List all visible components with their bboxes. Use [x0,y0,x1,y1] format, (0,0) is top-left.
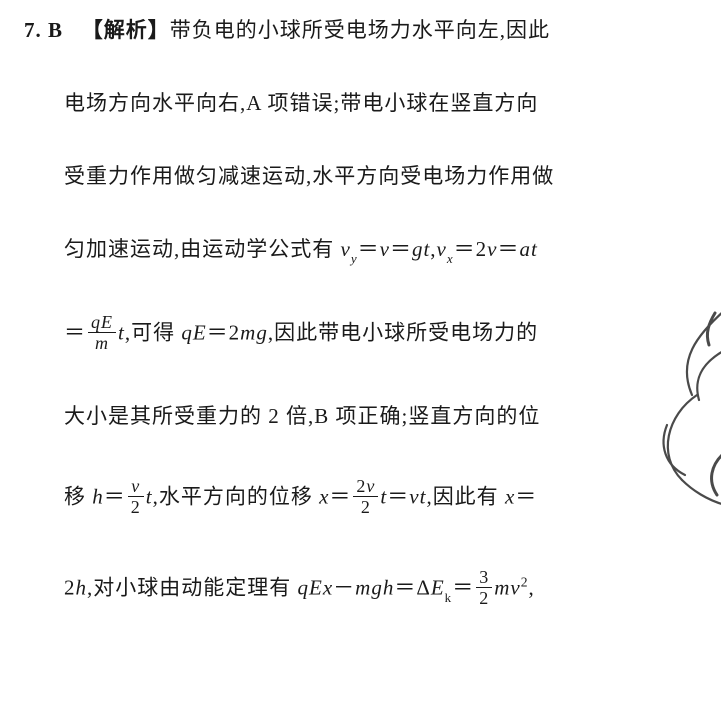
eq: ＝ [515,485,537,509]
frac-num: qE [88,313,116,333]
fraction-2v-over-2: 2v2 [353,477,378,516]
var-t: t [531,237,538,261]
eq: ＝ [452,576,474,600]
text: ,因此带电小球所受电场力的 [268,321,538,345]
sup-2: 2 [521,575,529,590]
line-1: 7. B 【解析】带负电的小球所受电场力水平向左,因此 [24,20,697,41]
text: 带负电的小球所受电场力水平向左,因此 [170,18,550,42]
text: 电场方向水平向右,A 项错误;带电小球在竖直方向 [64,91,538,115]
frac-den: 2 [353,497,378,516]
var-v: v [437,237,447,261]
var-g: g [412,237,424,261]
var-t: t [146,485,153,509]
frac-num: v [128,477,144,497]
delta: Δ [416,576,431,600]
var-x: x [319,485,329,509]
line-7: 移 h＝v2t,水平方向的位移 x＝2v2t＝vt,因此有 x＝ [24,479,697,518]
eq: ＝ [329,485,351,509]
sub-y: y [351,251,358,266]
minus: － [333,576,355,600]
eq: ＝ [387,485,409,509]
comma: , [529,576,535,600]
var-v: v [341,237,351,261]
sub-x: x [447,251,454,266]
frac-den: 2 [476,588,492,607]
var-h: h [92,485,104,509]
var-qEx: qEx [298,576,334,600]
line-2: 电场方向水平向右,A 项错误;带电小球在竖直方向 [24,93,697,114]
fraction-v-over-2: v2 [128,477,144,516]
var-E: E [431,576,445,600]
var-mgh: mgh [355,576,394,600]
answer-letter: B [48,18,63,42]
solution-block: 7. B 【解析】带负电的小球所受电场力水平向左,因此 电场方向水平向右,A 项… [0,0,721,725]
text: ,因此有 [426,485,505,509]
frac-den: m [88,333,116,352]
var-a: a [519,237,531,261]
analysis-label: 【解析】 [82,18,170,42]
text: ,水平方向的位移 [153,485,320,509]
fraction-3-over-2: 32 [476,568,492,607]
frac-num: 3 [476,568,492,588]
line-6: 大小是其所受重力的 2 倍,B 项正确;竖直方向的位 [24,406,697,427]
line-5: ＝qEmt,可得 qE＝2mg,因此带电小球所受电场力的 [24,315,697,354]
var-v: v [487,237,497,261]
fraction-qE-over-m: qEm [88,313,116,352]
text: ,可得 [125,321,182,345]
var-mv: mv [494,576,521,600]
question-number: 7. [24,18,42,42]
var-qE: qE [181,321,206,345]
var-h: h [76,576,88,600]
eq: ＝ [497,237,519,261]
eq: ＝ [358,237,380,261]
eq: ＝ [207,321,229,345]
text: 移 [64,485,92,509]
text: 大小是其所受重力的 2 倍,B 项正确;竖直方向的位 [64,404,540,428]
frac-den: 2 [128,497,144,516]
num-2: 2 [64,576,76,600]
eq: ＝ [390,237,412,261]
var-t: t [118,321,125,345]
var-v: v [380,237,390,261]
num-2: 2 [476,237,488,261]
eq: ＝ [104,485,126,509]
sub-k: k [445,590,453,605]
eq: ＝ [394,576,416,600]
eq: ＝ [454,237,476,261]
var-mg: mg [240,321,268,345]
text: 匀加速运动,由运动学公式有 [64,237,341,261]
frac-num: 2v [353,477,378,497]
var-v: v [409,485,419,509]
line-4: 匀加速运动,由运动学公式有 vy＝v＝gt,vx＝2v＝at [24,239,697,263]
text: ,对小球由动能定理有 [87,576,298,600]
line-3: 受重力作用做匀减速运动,水平方向受电场力作用做 [24,166,697,187]
var-x: x [505,485,515,509]
line-8: 2h,对小球由动能定理有 qEx－mgh＝ΔEk＝32mv2, [24,570,697,609]
text: 受重力作用做匀减速运动,水平方向受电场力作用做 [64,164,554,188]
eq: ＝ [64,321,86,345]
num-2: 2 [229,321,241,345]
